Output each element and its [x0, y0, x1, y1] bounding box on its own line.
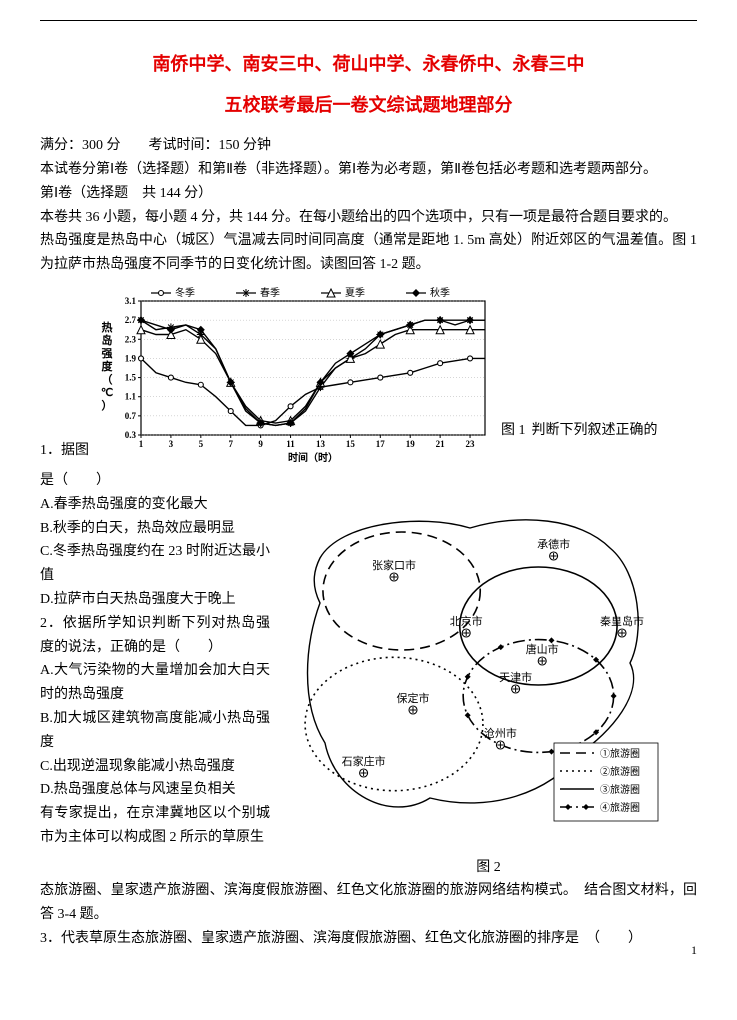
chart1-row: 1．据图 0.30.71.11.51.92.32.73.113579111315… [40, 283, 697, 463]
svg-text:11: 11 [286, 439, 295, 449]
svg-text:21: 21 [436, 439, 446, 449]
q1-b: B.秋季的白天，热岛效应最明显 [40, 517, 270, 541]
svg-text:岛: 岛 [102, 333, 113, 347]
svg-text:沧州市: 沧州市 [484, 726, 517, 740]
svg-text:2.3: 2.3 [125, 334, 137, 344]
q1-a: A.春季热岛强度的变化最大 [40, 493, 270, 517]
svg-text:度: 度 [102, 359, 114, 373]
svg-text:②旅游圈: ②旅游圈 [600, 765, 640, 778]
svg-text:1: 1 [139, 439, 144, 449]
svg-text:15: 15 [346, 439, 356, 449]
svg-text:17: 17 [376, 439, 386, 449]
svg-text:5: 5 [199, 439, 204, 449]
meta-structure: 本试卷分第Ⅰ卷（选择题）和第Ⅱ卷（非选择题）。第Ⅰ卷为必考题，第Ⅱ卷包括必考题和… [40, 158, 697, 182]
q2-a: A.大气污染物的大量增加会加大白天时的热岛强度 [40, 659, 270, 707]
svg-text:0.7: 0.7 [125, 411, 137, 421]
q2-stem: 2．依据所学知识判断下列对热岛强度的说法，正确的是（ ） [40, 612, 270, 660]
svg-text:0.3: 0.3 [125, 430, 137, 440]
svg-text:热: 热 [102, 320, 113, 334]
svg-text:唐山市: 唐山市 [526, 642, 559, 656]
svg-text:夏季: 夏季 [345, 287, 365, 299]
q2-c: C.出现逆温现象能减小热岛强度 [40, 755, 270, 779]
chart1-caption: 图 1 [501, 423, 526, 438]
svg-text:1.5: 1.5 [125, 373, 137, 383]
chart1: 0.30.71.11.51.92.32.73.11357911131517192… [95, 283, 495, 463]
svg-text:℃: ℃ [101, 387, 113, 399]
svg-text:承德市: 承德市 [537, 537, 570, 551]
page-number: 1 [691, 940, 697, 960]
svg-text:19: 19 [406, 439, 416, 449]
svg-text:1.1: 1.1 [125, 392, 137, 402]
svg-text:（: （ [102, 373, 113, 386]
q1-stem-tail2: 是（ ） [40, 469, 697, 493]
svg-text:冬季: 冬季 [175, 286, 195, 299]
svg-text:④旅游圈: ④旅游圈 [600, 801, 640, 814]
svg-text:9: 9 [258, 439, 263, 449]
svg-text:7: 7 [228, 439, 233, 449]
part1-note: 本卷共 36 小题，每小题 4 分，共 144 分。在每小题给出的四个选项中，只… [40, 206, 697, 230]
svg-text:秦皇岛市: 秦皇岛市 [600, 614, 644, 628]
svg-text:北京市: 北京市 [450, 614, 483, 628]
svg-text:23: 23 [466, 439, 476, 449]
svg-text:保定市: 保定市 [397, 691, 430, 705]
part1-header: 第Ⅰ卷（选择题 共 144 分） [40, 182, 697, 206]
left-column: A.春季热岛强度的变化最大 B.秋季的白天，热岛效应最明显 C.冬季热岛强度约在… [40, 493, 270, 850]
q2-b: B.加大城区建筑物高度能减小热岛强度 [40, 707, 270, 755]
q1-stem-prefix: 1．据图 [40, 443, 89, 458]
q2-d: D.热岛强度总体与风速呈负相关 [40, 778, 270, 802]
svg-text:）: ） [102, 399, 113, 412]
svg-text:3: 3 [169, 439, 174, 449]
svg-text:2.7: 2.7 [125, 315, 137, 325]
svg-text:①旅游圈: ①旅游圈 [600, 747, 640, 760]
heat-island-intro: 热岛强度是热岛中心（城区）气温减去同时间同高度（通常是距地 1. 5m 高处）附… [40, 229, 697, 277]
q1-stem-tail: 判断下列叙述正确的 [532, 423, 658, 438]
map-caption: 图 2 [280, 856, 697, 880]
svg-text:③旅游圈: ③旅游圈 [600, 783, 640, 796]
title-main: 南侨中学、南安三中、荷山中学、永春侨中、永春三中 [40, 49, 697, 80]
passage2-part2: 态旅游圈、皇家遗产旅游圈、滨海度假旅游圈、红色文化旅游圈的旅游网络结构模式。 结… [40, 879, 697, 927]
svg-text:1.9: 1.9 [125, 353, 137, 363]
meta-marks: 满分：300 分 考试时间：150 分钟 [40, 134, 697, 158]
map-figure: 张家口市 承德市北京市 秦皇岛市唐山市天津市保定市沧州市石家庄市 ①旅游圈 ②旅游圈 ③旅… [280, 493, 660, 843]
q1-c: C.冬季热岛强度约在 23 时附近达最小值 [40, 540, 270, 588]
right-column: 张家口市 承德市北京市 秦皇岛市唐山市天津市保定市沧州市石家庄市 ①旅游圈 ②旅游圈 ③旅… [280, 493, 697, 880]
q1-d: D.拉萨市白天热岛强度大于晚上 [40, 588, 270, 612]
svg-text:春季: 春季 [260, 287, 280, 299]
title-sub: 五校联考最后一卷文综试题地理部分 [40, 90, 697, 121]
page: 南侨中学、南安三中、荷山中学、永春侨中、永春三中 五校联考最后一卷文综试题地理部… [0, 0, 737, 971]
passage2-part1: 有专家提出，在京津冀地区以个别城市为主体可以构成图 2 所示的草原生 [40, 802, 270, 850]
svg-text:时间（时）: 时间（时） [288, 451, 338, 463]
svg-text:13: 13 [316, 439, 326, 449]
svg-text:强: 强 [102, 347, 113, 360]
q3-stem: 3．代表草原生态旅游圈、皇家遗产旅游圈、滨海度假旅游圈、红色文化旅游圈的排序是 … [40, 927, 697, 951]
svg-text:石家庄市: 石家庄市 [342, 754, 386, 768]
svg-text:张家口市: 张家口市 [372, 558, 416, 572]
svg-text:3.1: 3.1 [125, 296, 137, 306]
top-rule [40, 20, 697, 21]
svg-text:秋季: 秋季 [430, 286, 450, 299]
two-column-region: A.春季热岛强度的变化最大 B.秋季的白天，热岛效应最明显 C.冬季热岛强度约在… [40, 493, 697, 880]
svg-text:天津市: 天津市 [499, 670, 532, 684]
